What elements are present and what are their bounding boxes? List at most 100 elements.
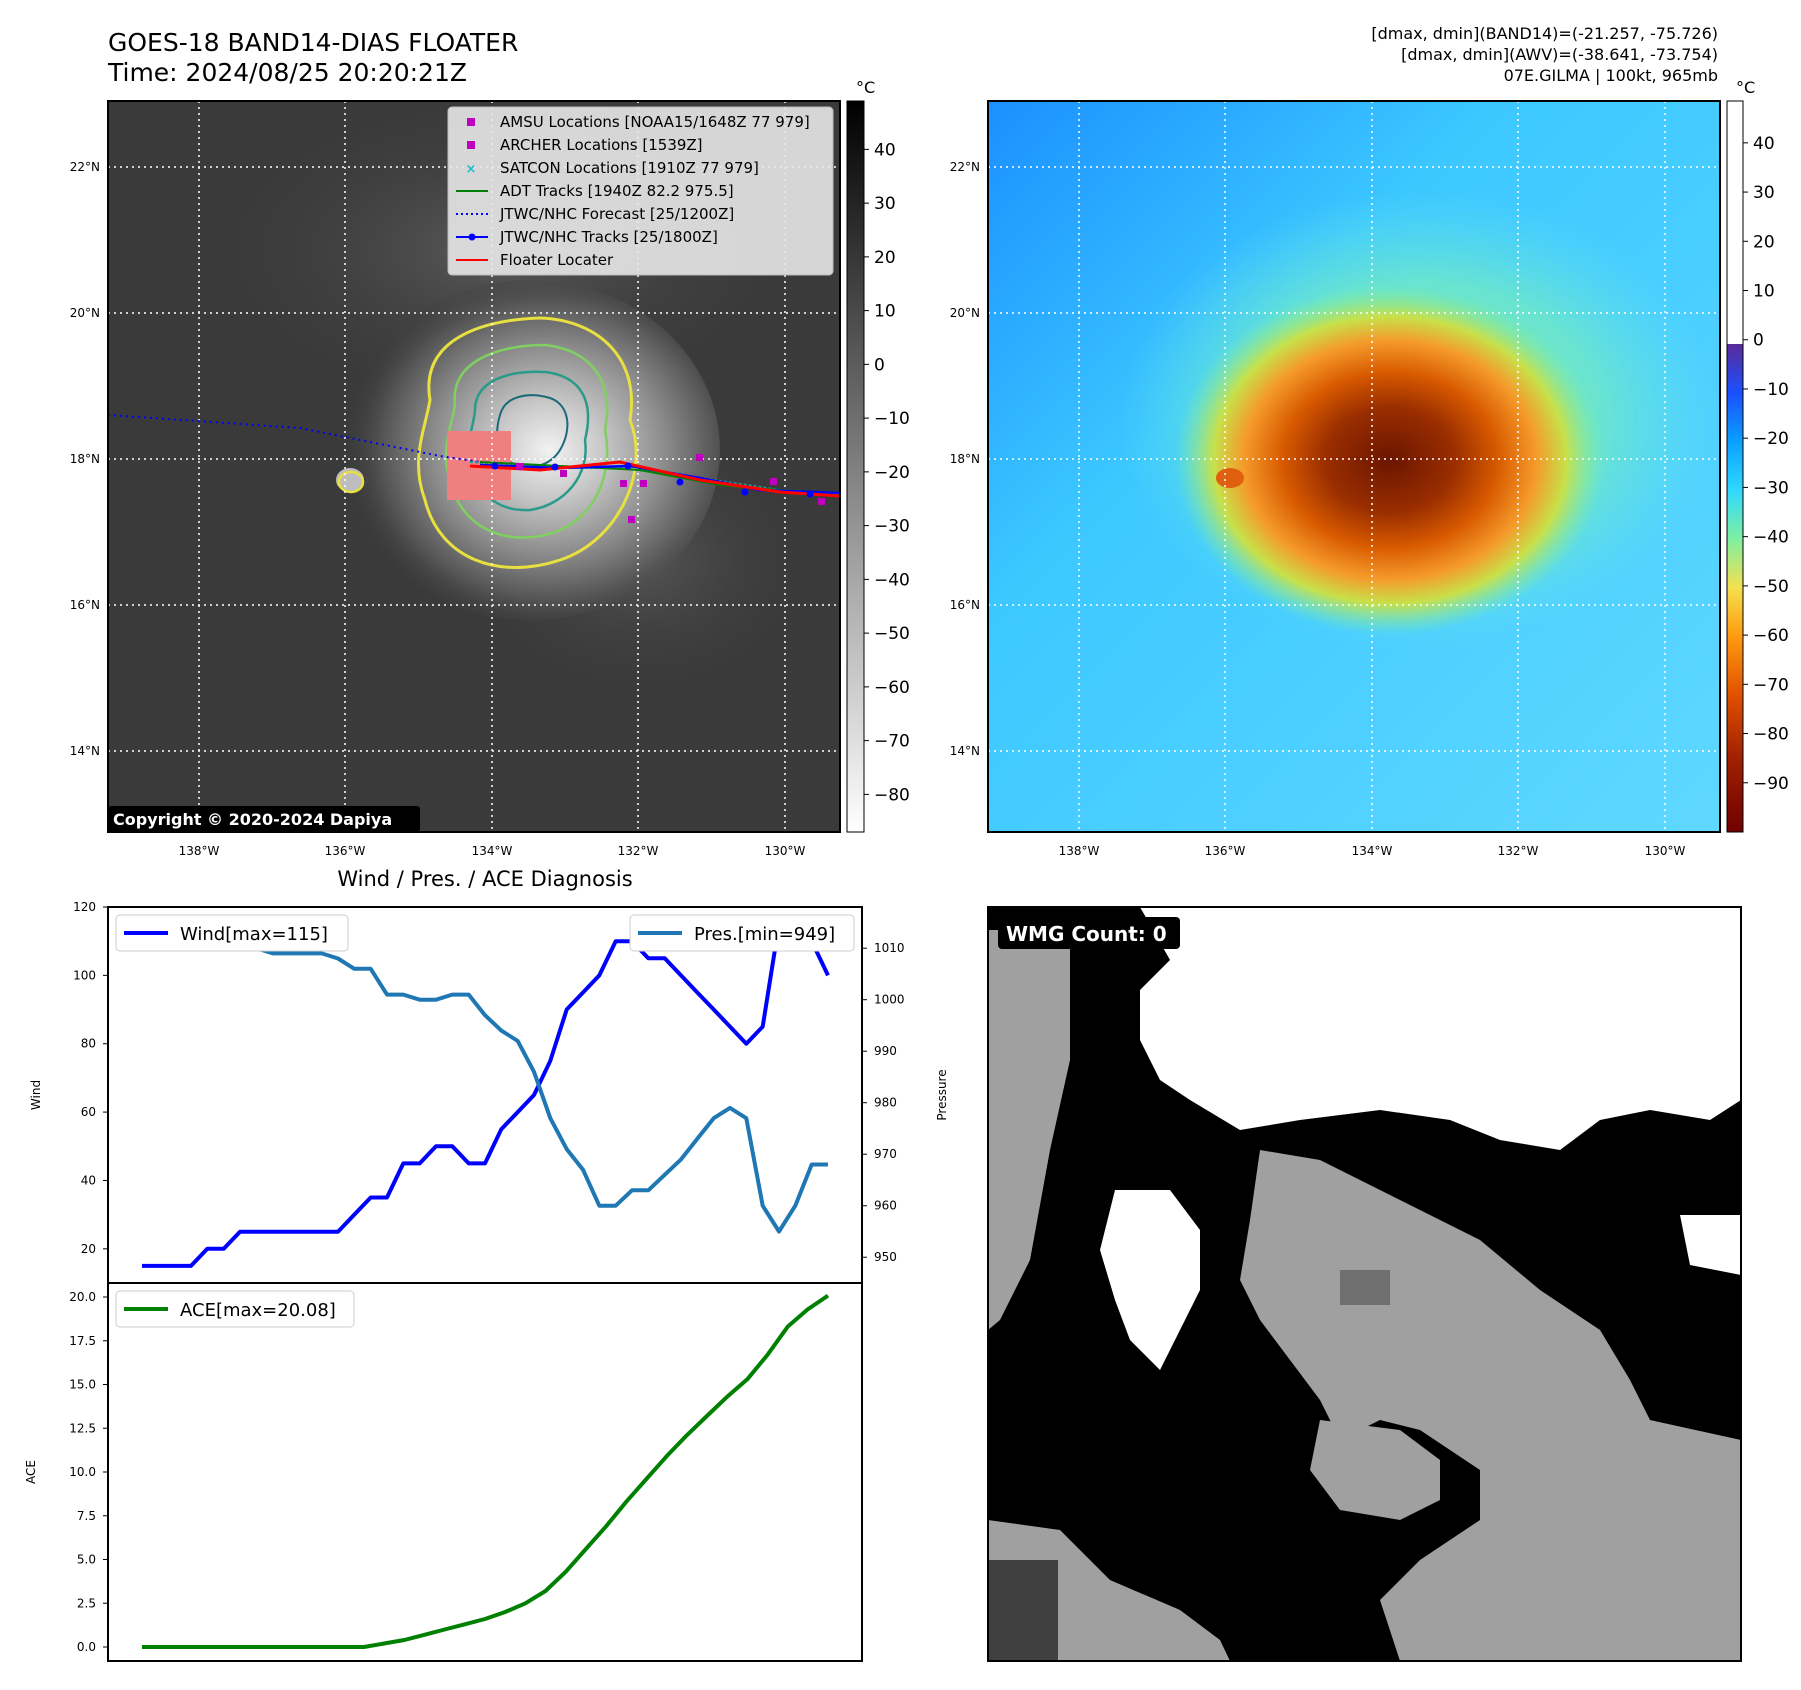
ace-legend-box xyxy=(115,1290,355,1328)
ir-contour-yellow xyxy=(337,470,365,494)
legend-square-marker xyxy=(467,118,475,126)
lon-label: 138°W xyxy=(179,844,220,858)
colorbar-tick-label: 0 xyxy=(1753,331,1764,351)
colorbar-tick-label: 40 xyxy=(1753,134,1775,154)
y-right-tick-label: 950 xyxy=(874,1250,897,1264)
lon-label: 136°W xyxy=(325,844,366,858)
map-legend-item: Floater Locater xyxy=(456,251,614,269)
pressure-legend-label: Pres.[min=949] xyxy=(694,924,835,945)
awv-colorbar-frame xyxy=(1726,100,1744,833)
pressure-axis-label: Pressure xyxy=(935,1069,949,1120)
y-tick-label: 120 xyxy=(73,900,96,914)
lon-label: 132°W xyxy=(618,844,659,858)
y-right-tick-label: 1010 xyxy=(874,941,905,955)
ace-axis-label: ACE xyxy=(24,1460,38,1484)
wmg-white-region xyxy=(1140,907,1741,1150)
y-right-tick-label: 990 xyxy=(874,1044,897,1058)
figure-title-line1: GOES-18 BAND14-DIAS FLOATER xyxy=(108,28,518,57)
legend-x-marker: × xyxy=(466,162,477,177)
lat-label: 18°N xyxy=(70,452,100,466)
colorbar-tick-label: 40 xyxy=(874,140,896,160)
lat-label: 16°N xyxy=(70,598,100,612)
lon-label: 130°W xyxy=(765,844,806,858)
ace-frame xyxy=(107,1282,863,1662)
map-legend-label: ARCHER Locations [1539Z] xyxy=(500,136,703,154)
y-right-tick-label: 1000 xyxy=(874,993,905,1007)
y-tick-label: 15.0 xyxy=(69,1378,96,1392)
colorbar-tick-label: −50 xyxy=(874,624,910,644)
wind-pressure-chart: 20 40 60 80 100 120 950 960 970 980 990 1000 1010 W… xyxy=(29,900,949,1284)
colorbar-tick-label: −40 xyxy=(1753,528,1789,548)
wmg-white-region xyxy=(1680,1215,1741,1275)
info-line-1: [dmax, dmin](BAND14)=(-21.257, -75.726) xyxy=(1371,24,1718,43)
map-legend-label: JTWC/NHC Forecast [25/1200Z] xyxy=(499,205,734,223)
pressure-legend: Pres.[min=949] xyxy=(629,914,855,952)
wind-series-line xyxy=(142,922,830,1268)
colorbar-tick-label: −10 xyxy=(874,409,910,429)
awv-colorbar-unit: °C xyxy=(1736,78,1755,97)
map-legend-item: JTWC/NHC Forecast [25/1200Z] xyxy=(456,205,734,223)
lat-label: 16°N xyxy=(950,598,980,612)
lon-label: 130°W xyxy=(1645,844,1686,858)
colorbar-tick-label: −70 xyxy=(1753,675,1789,695)
colorbar-tick-label: −40 xyxy=(874,570,910,590)
jtwc-forecast-track xyxy=(108,414,481,463)
ace-legend: ACE[max=20.08] xyxy=(115,1290,355,1328)
wmg-dark-gray-cell xyxy=(988,1560,1058,1660)
colorbar-tick-label: 20 xyxy=(1753,232,1775,252)
colorbar-tick-label: −70 xyxy=(874,732,910,752)
colorbar-tick-label: 30 xyxy=(1753,183,1775,203)
info-line-3: 07E.GILMA | 100kt, 965mb xyxy=(1504,66,1718,85)
awv-panel-frame xyxy=(987,100,1721,833)
y-tick-label: 12.5 xyxy=(69,1421,96,1435)
lon-label: 134°W xyxy=(472,844,513,858)
wmg-gray-region xyxy=(1310,1420,1440,1520)
figure-title-line2: Time: 2024/08/25 20:20:21Z xyxy=(107,58,467,87)
map-legend-item: AMSU Locations [NOAA15/1648Z 77 979] xyxy=(467,113,810,131)
pressure-legend-box xyxy=(629,914,855,952)
awv-panel xyxy=(987,100,1721,833)
info-line-2: [dmax, dmin](AWV)=(-38.641, -73.754) xyxy=(1401,45,1718,64)
colorbar-tick-label: −10 xyxy=(1753,380,1789,400)
lat-label: 22°N xyxy=(950,160,980,174)
y-tick-label: 2.5 xyxy=(77,1596,96,1610)
colorbar-tick-label: −50 xyxy=(1753,577,1789,597)
awv-axis-labels: 22°N 20°N 18°N 16°N 14°N 138°W 136°W 134… xyxy=(950,160,1686,858)
wmg-count-label: WMG Count: 0 xyxy=(1006,922,1167,946)
wmg-panel: WMG Count: 0 xyxy=(987,906,1742,1662)
colorbar-tick-label: 30 xyxy=(874,194,896,214)
y-tick-label: 5.0 xyxy=(77,1553,96,1567)
map-legend-box xyxy=(447,106,834,276)
map-legend-label: SATCON Locations [1910Z 77 979] xyxy=(500,159,759,177)
y-tick-label: 40 xyxy=(81,1173,96,1187)
wind-axis-label: Wind xyxy=(29,1080,43,1110)
lat-label: 14°N xyxy=(950,744,980,758)
lat-label: 22°N xyxy=(70,160,100,174)
awv-colorbar: °C 40 30 20 10 0 −10 −20 −30 −40 −50 −60 −70 −80 −90 xyxy=(1726,78,1789,833)
ace-legend-label: ACE[max=20.08] xyxy=(180,1300,336,1321)
lon-label: 132°W xyxy=(1498,844,1539,858)
y-tick-label: 80 xyxy=(81,1037,96,1051)
copyright-text: Copyright © 2020-2024 Dapiya xyxy=(113,810,392,829)
lat-label: 18°N xyxy=(950,452,980,466)
copyright-badge xyxy=(108,806,420,832)
awv-colorbar-ramp-color xyxy=(1727,344,1743,832)
ir-panel-frame xyxy=(107,100,841,833)
map-legend-item: JTWC/NHC Tracks [25/1800Z] xyxy=(456,228,718,246)
awv-colorbar-ramp-white xyxy=(1727,101,1743,344)
colorbar-tick-label: −60 xyxy=(1753,626,1789,646)
y-tick-label: 7.5 xyxy=(77,1509,96,1523)
colorbar-tick-label: −20 xyxy=(874,463,910,483)
colorbar-tick-label: −30 xyxy=(874,517,910,537)
y-tick-label: 20.0 xyxy=(69,1290,96,1304)
colorbar-tick-label: −80 xyxy=(1753,725,1789,745)
map-legend: AMSU Locations [NOAA15/1648Z 77 979] ARCH… xyxy=(447,106,834,276)
ace-series-line xyxy=(142,1293,830,1649)
ir-colorbar: °C 40 30 20 10 0 −10 −20 −30 −40 −50 −60 −70 −80 xyxy=(846,78,910,833)
lat-label: 20°N xyxy=(950,306,980,320)
floater-locater-track xyxy=(469,460,840,498)
ir-satellite-panel: Copyright © 2020-2024 Dapiya AMSU Locati… xyxy=(107,100,841,833)
awv-gridlines xyxy=(988,101,1720,832)
colorbar-tick-label: −20 xyxy=(1753,429,1789,449)
